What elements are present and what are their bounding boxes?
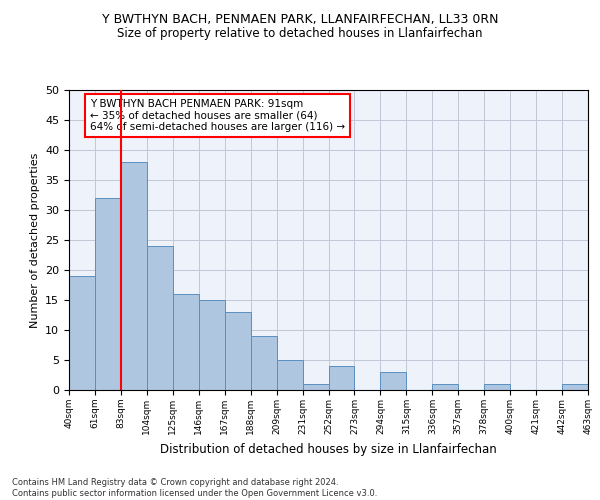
Bar	[173, 294, 199, 390]
Bar	[433, 384, 458, 390]
Bar	[69, 276, 95, 390]
Y-axis label: Number of detached properties: Number of detached properties	[29, 152, 40, 328]
Bar	[562, 384, 588, 390]
Text: Y BWTHYN BACH, PENMAEN PARK, LLANFAIRFECHAN, LL33 0RN: Y BWTHYN BACH, PENMAEN PARK, LLANFAIRFEC…	[102, 12, 498, 26]
Bar	[302, 384, 329, 390]
Bar	[199, 300, 224, 390]
Bar	[484, 384, 510, 390]
Bar	[121, 162, 147, 390]
Text: Contains HM Land Registry data © Crown copyright and database right 2024.
Contai: Contains HM Land Registry data © Crown c…	[12, 478, 377, 498]
Text: Distribution of detached houses by size in Llanfairfechan: Distribution of detached houses by size …	[160, 442, 497, 456]
Bar	[225, 312, 251, 390]
Bar	[277, 360, 302, 390]
Bar	[329, 366, 355, 390]
Bar	[147, 246, 173, 390]
Text: Size of property relative to detached houses in Llanfairfechan: Size of property relative to detached ho…	[117, 28, 483, 40]
Text: Y BWTHYN BACH PENMAEN PARK: 91sqm
← 35% of detached houses are smaller (64)
64% : Y BWTHYN BACH PENMAEN PARK: 91sqm ← 35% …	[90, 99, 345, 132]
Bar	[95, 198, 121, 390]
Bar	[380, 372, 406, 390]
Bar	[251, 336, 277, 390]
